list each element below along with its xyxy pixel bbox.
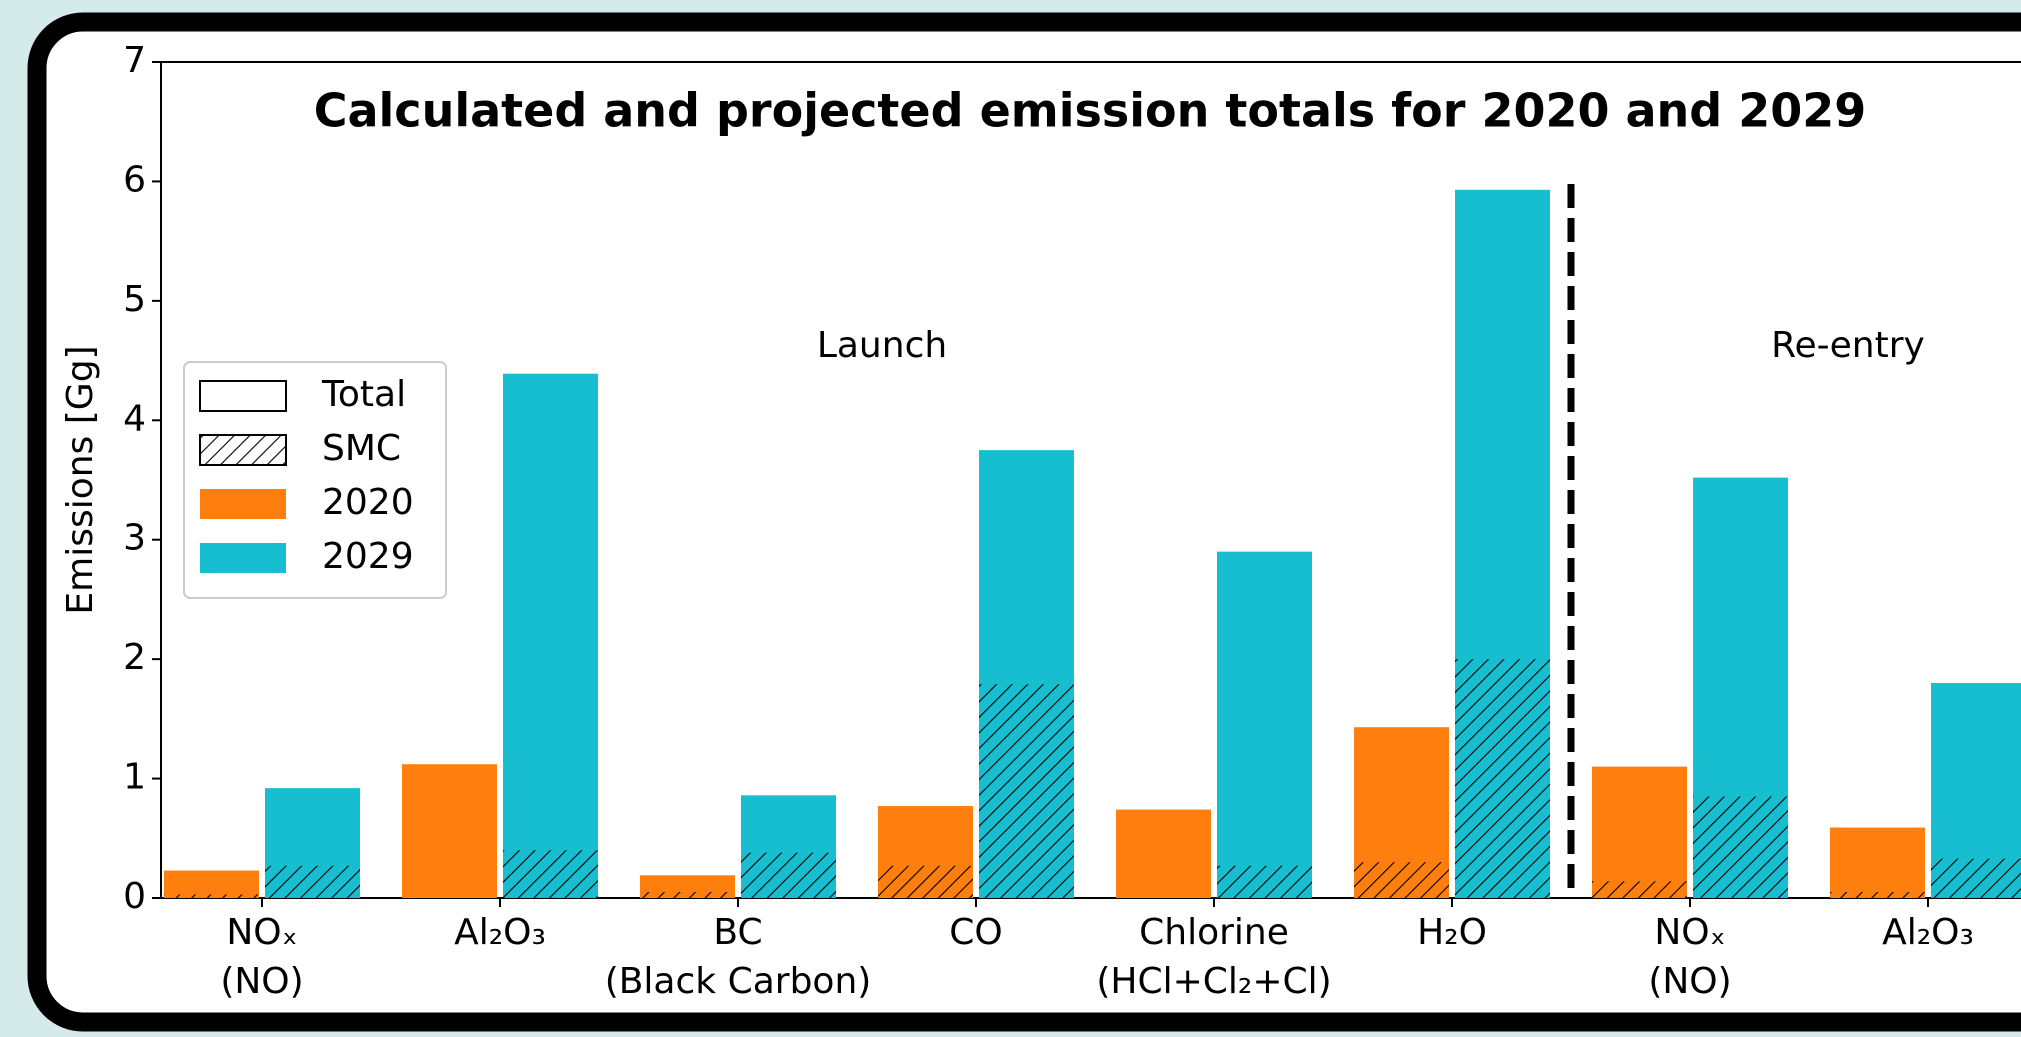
legend-patch: [199, 380, 287, 412]
legend-label: SMC: [322, 428, 401, 469]
x-tick-label: Al₂O₃: [454, 912, 546, 953]
y-tick-label: 6: [123, 159, 146, 200]
smc-bar: [1455, 659, 1550, 898]
smc-bar: [265, 865, 360, 898]
chart-title: Calculated and projected emission totals…: [314, 84, 1867, 138]
smc-bar: [1592, 881, 1687, 898]
legend-label: 2020: [322, 482, 414, 523]
legend-patch: [200, 489, 286, 519]
x-tick-label: BC (Black Carbon): [605, 912, 872, 1002]
y-tick-label: 4: [123, 398, 146, 439]
smc-bar: [741, 852, 836, 898]
bar: [1116, 809, 1211, 898]
x-tick-label: H₂O: [1417, 912, 1487, 953]
y-tick-label: 2: [123, 637, 146, 678]
y-tick-label: 0: [123, 876, 146, 917]
y-tick-label: 5: [123, 279, 146, 320]
legend-box: [183, 361, 447, 599]
smc-bar: [1354, 862, 1449, 898]
bar: [164, 870, 259, 898]
x-tick-label: Al₂O₃: [1882, 912, 1974, 953]
x-tick-label: CO: [949, 912, 1002, 953]
bar: [1217, 551, 1312, 898]
legend-patch: [199, 434, 287, 466]
bar: [1830, 827, 1925, 898]
y-axis-label: Emissions [Gg]: [60, 345, 101, 614]
bar: [1592, 766, 1687, 898]
plot: Calculated and projected emission totals…: [60, 40, 2021, 1002]
y-tick-label: 1: [123, 757, 146, 798]
legend-label: 2029: [322, 536, 414, 577]
legend-patch: [200, 543, 286, 573]
legend-label: Total: [321, 374, 406, 415]
smc-bar: [1931, 858, 2021, 898]
x-tick-label: NOₓ (NO): [220, 912, 303, 1002]
x-tick-label: Chlorine (HCl+Cl₂+Cl): [1096, 912, 1331, 1002]
smc-bar: [1217, 865, 1312, 898]
annotation: Launch: [817, 325, 947, 366]
x-tick-label: NOₓ (NO): [1648, 912, 1731, 1002]
y-tick-label: 3: [123, 518, 146, 559]
smc-bar: [878, 865, 973, 898]
annotation: Re-entry: [1771, 325, 1925, 366]
smc-bar: [1830, 892, 1925, 898]
smc-bar: [640, 892, 735, 898]
y-tick-label: 7: [123, 40, 146, 81]
bar: [402, 764, 497, 898]
bar: [503, 373, 598, 898]
smc-bar: [1693, 796, 1788, 898]
smc-bar: [164, 894, 259, 898]
smc-bar: [979, 684, 1074, 898]
smc-bar: [503, 850, 598, 898]
